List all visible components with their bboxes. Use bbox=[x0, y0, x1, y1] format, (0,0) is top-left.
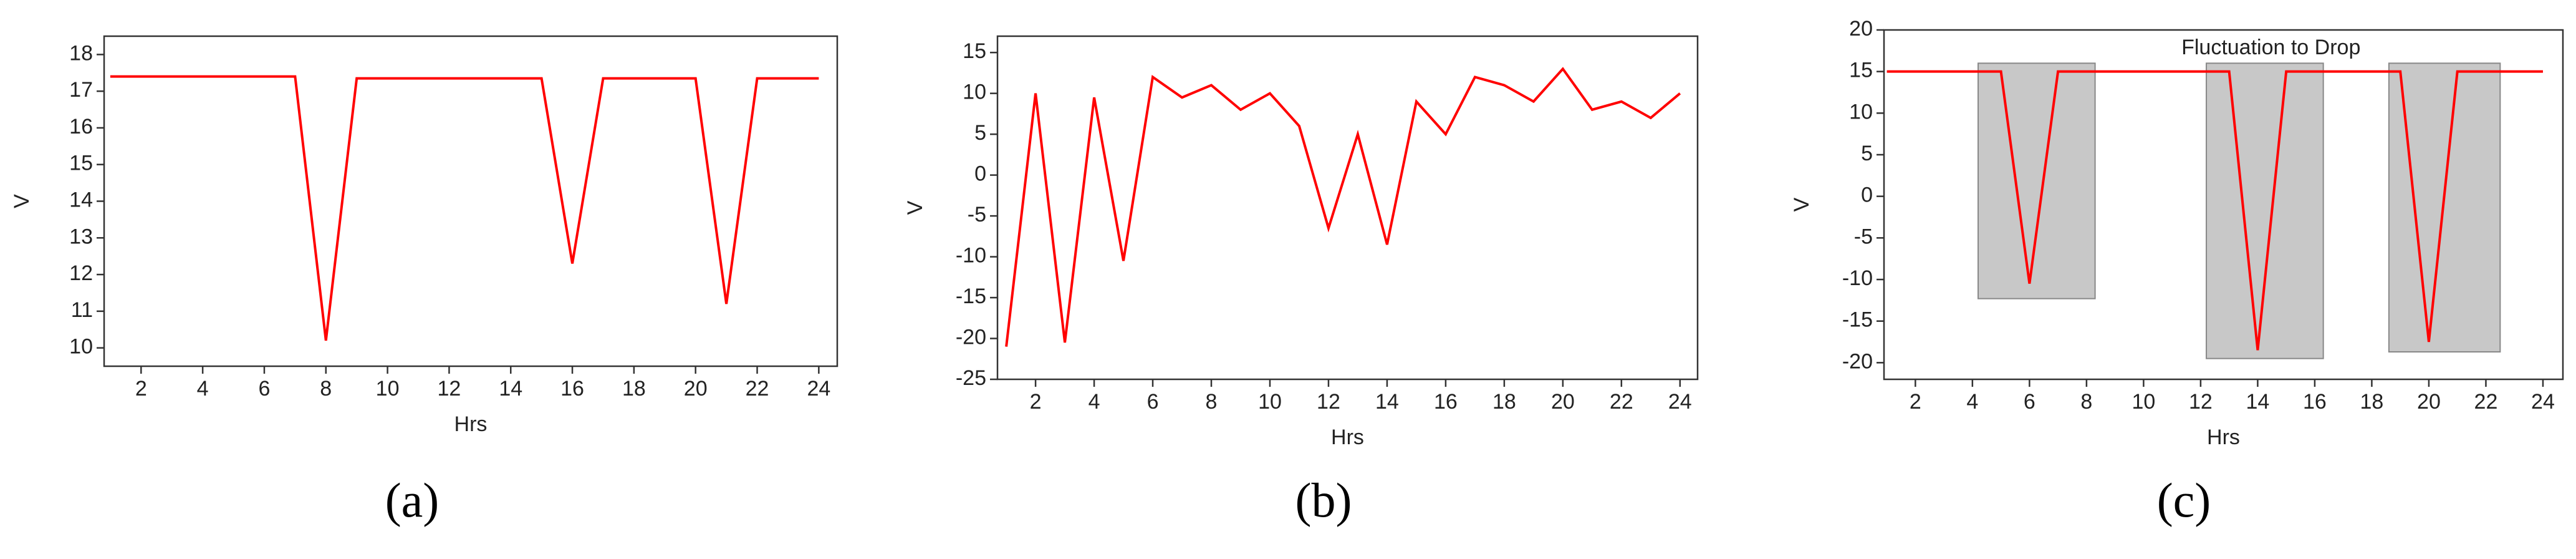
y-axis-label: V bbox=[10, 194, 34, 208]
y-tick-label: 15 bbox=[69, 152, 93, 175]
plot-frame bbox=[103, 35, 839, 367]
plot-frame bbox=[1883, 29, 2564, 381]
y-tick-label: 10 bbox=[963, 80, 986, 104]
x-tick-label: 22 bbox=[1610, 390, 1633, 414]
y-tick-label: -25 bbox=[956, 366, 986, 390]
y-axis-label: V bbox=[903, 200, 927, 215]
y-tick-label: -20 bbox=[956, 326, 986, 349]
caption: (c) bbox=[2157, 473, 2211, 527]
x-tick-label: 24 bbox=[1668, 390, 1692, 414]
y-tick-label: 14 bbox=[69, 188, 93, 211]
caption: (b) bbox=[1295, 473, 1352, 527]
y-tick-label: 15 bbox=[1849, 59, 1873, 82]
y-tick-label: -15 bbox=[956, 284, 986, 308]
x-tick-label: 8 bbox=[2080, 390, 2092, 414]
x-tick-label: 2 bbox=[1030, 390, 1042, 414]
x-tick-label: 16 bbox=[1434, 390, 1458, 414]
y-tick-label: -10 bbox=[1842, 266, 1873, 290]
y-tick-label: -5 bbox=[1854, 225, 1873, 248]
data-line bbox=[110, 75, 819, 341]
highlight-region bbox=[2388, 62, 2501, 352]
x-tick-label: 10 bbox=[376, 377, 400, 401]
y-tick-label: 0 bbox=[974, 162, 986, 186]
x-axis-label: Hrs bbox=[2207, 425, 2240, 449]
x-tick-label: 22 bbox=[2474, 390, 2498, 414]
x-tick-label: 8 bbox=[1206, 390, 1218, 414]
x-tick-label: 24 bbox=[2531, 390, 2555, 414]
data-line bbox=[1005, 67, 1681, 347]
y-tick-label: 11 bbox=[71, 298, 93, 322]
plot-frame bbox=[996, 35, 1699, 381]
y-tick-label: -10 bbox=[956, 244, 986, 268]
y-tick-label: 13 bbox=[69, 225, 93, 248]
x-tick-label: 14 bbox=[2246, 390, 2269, 414]
y-tick-label: -5 bbox=[968, 203, 986, 226]
x-tick-label: 14 bbox=[499, 377, 522, 401]
x-tick-label: 24 bbox=[807, 377, 830, 401]
x-tick-label: 2 bbox=[1910, 390, 1921, 414]
x-tick-label: 16 bbox=[2303, 390, 2327, 414]
y-tick-label: 18 bbox=[69, 41, 93, 65]
y-tick-label: 20 bbox=[1849, 17, 1873, 41]
x-axis-label: Hrs bbox=[454, 412, 488, 436]
x-axis-label: Hrs bbox=[1331, 425, 1364, 449]
x-tick-label: 22 bbox=[746, 377, 769, 401]
y-tick-label: 16 bbox=[69, 115, 93, 139]
x-tick-label: 12 bbox=[2189, 390, 2213, 414]
x-tick-label: 8 bbox=[320, 377, 332, 401]
y-tick-label: 12 bbox=[69, 261, 93, 285]
x-tick-label: 6 bbox=[1147, 390, 1159, 414]
x-tick-label: 6 bbox=[2024, 390, 2035, 414]
caption: (a) bbox=[385, 473, 440, 527]
x-tick-label: 4 bbox=[1966, 390, 1978, 414]
y-axis-label: V bbox=[1790, 197, 1814, 211]
x-tick-label: 12 bbox=[1317, 390, 1340, 414]
y-tick-label: 10 bbox=[1849, 100, 1873, 124]
x-tick-label: 4 bbox=[1089, 390, 1100, 414]
y-tick-label: -15 bbox=[1842, 308, 1873, 332]
annotation: Fluctuation to Drop bbox=[2181, 36, 2360, 59]
y-tick-label: 5 bbox=[974, 121, 986, 145]
x-tick-label: 12 bbox=[437, 377, 461, 401]
y-tick-label: -20 bbox=[1842, 349, 1873, 373]
x-tick-label: 6 bbox=[258, 377, 270, 401]
x-tick-label: 4 bbox=[197, 377, 209, 401]
x-tick-label: 16 bbox=[560, 377, 584, 401]
y-tick-label: 17 bbox=[69, 78, 93, 102]
highlight-region bbox=[1977, 62, 2096, 299]
y-tick-label: 15 bbox=[963, 39, 986, 63]
x-tick-label: 2 bbox=[135, 377, 147, 401]
x-tick-label: 10 bbox=[1258, 390, 1282, 414]
x-tick-label: 10 bbox=[2131, 390, 2155, 414]
x-tick-label: 18 bbox=[2360, 390, 2384, 414]
x-tick-label: 14 bbox=[1375, 390, 1399, 414]
x-tick-label: 20 bbox=[1551, 390, 1575, 414]
y-tick-label: 0 bbox=[1861, 183, 1873, 207]
highlight-region bbox=[2206, 62, 2324, 359]
y-tick-label: 5 bbox=[1861, 142, 1873, 165]
y-tick-label: 10 bbox=[69, 335, 93, 359]
data-line bbox=[1886, 70, 2543, 351]
x-tick-label: 20 bbox=[2417, 390, 2441, 414]
x-tick-label: 18 bbox=[1492, 390, 1516, 414]
x-tick-label: 18 bbox=[622, 377, 646, 401]
x-tick-label: 20 bbox=[684, 377, 708, 401]
